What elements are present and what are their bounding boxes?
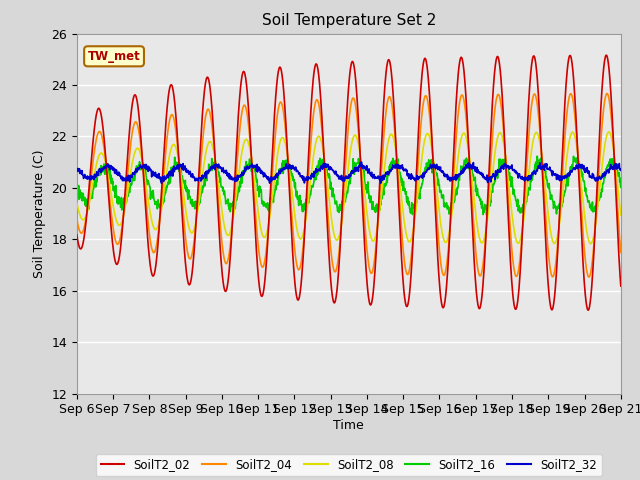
SoilT2_32: [73, 168, 81, 174]
SoilT2_16: [533, 153, 541, 159]
SoilT2_32: [553, 175, 561, 181]
SoilT2_08: [255, 212, 262, 218]
SoilT2_08: [504, 176, 512, 181]
SoilT2_04: [617, 250, 625, 255]
SoilT2_08: [180, 199, 188, 204]
SoilT2_08: [73, 200, 81, 205]
SoilT2_08: [617, 212, 625, 218]
SoilT2_04: [504, 196, 512, 202]
Line: SoilT2_08: SoilT2_08: [77, 132, 621, 244]
SoilT2_02: [433, 243, 441, 249]
SoilT2_32: [617, 168, 625, 173]
SoilT2_02: [617, 283, 625, 289]
SoilT2_04: [180, 226, 188, 231]
SoilT2_02: [552, 274, 560, 280]
SoilT2_32: [434, 167, 442, 172]
SoilT2_32: [255, 167, 263, 173]
Title: Soil Temperature Set 2: Soil Temperature Set 2: [262, 13, 436, 28]
SoilT2_16: [180, 181, 188, 187]
SoilT2_16: [433, 171, 441, 177]
Line: SoilT2_32: SoilT2_32: [77, 162, 621, 183]
SoilT2_16: [617, 185, 625, 191]
SoilT2_32: [358, 159, 365, 165]
SoilT2_04: [433, 217, 441, 223]
SoilT2_32: [195, 178, 202, 184]
SoilT2_32: [505, 163, 513, 169]
SoilT2_02: [603, 52, 611, 58]
SoilT2_04: [255, 247, 262, 252]
SoilT2_16: [255, 185, 262, 191]
Text: TW_met: TW_met: [88, 50, 140, 63]
SoilT2_02: [504, 214, 512, 220]
X-axis label: Time: Time: [333, 419, 364, 432]
SoilT2_02: [255, 277, 262, 283]
SoilT2_32: [157, 180, 165, 186]
SoilT2_02: [584, 307, 592, 313]
SoilT2_02: [194, 189, 202, 195]
Legend: SoilT2_02, SoilT2_04, SoilT2_08, SoilT2_16, SoilT2_32: SoilT2_02, SoilT2_04, SoilT2_08, SoilT2_…: [96, 454, 602, 476]
SoilT2_16: [505, 178, 513, 183]
SoilT2_08: [587, 241, 595, 247]
SoilT2_32: [181, 163, 189, 168]
Line: SoilT2_02: SoilT2_02: [77, 55, 621, 310]
Line: SoilT2_16: SoilT2_16: [77, 156, 621, 215]
SoilT2_04: [552, 257, 560, 263]
SoilT2_04: [585, 274, 593, 280]
SoilT2_02: [180, 250, 188, 255]
SoilT2_08: [605, 129, 612, 135]
SoilT2_08: [433, 190, 441, 195]
SoilT2_04: [194, 198, 202, 204]
SoilT2_16: [73, 186, 81, 192]
SoilT2_02: [73, 232, 81, 238]
SoilT2_08: [194, 208, 202, 214]
SoilT2_08: [552, 238, 560, 244]
SoilT2_16: [553, 207, 561, 213]
Y-axis label: Soil Temperature (C): Soil Temperature (C): [33, 149, 45, 278]
SoilT2_04: [73, 216, 81, 222]
Line: SoilT2_04: SoilT2_04: [77, 94, 621, 277]
SoilT2_16: [194, 203, 202, 208]
SoilT2_16: [483, 212, 490, 218]
SoilT2_04: [604, 91, 611, 96]
